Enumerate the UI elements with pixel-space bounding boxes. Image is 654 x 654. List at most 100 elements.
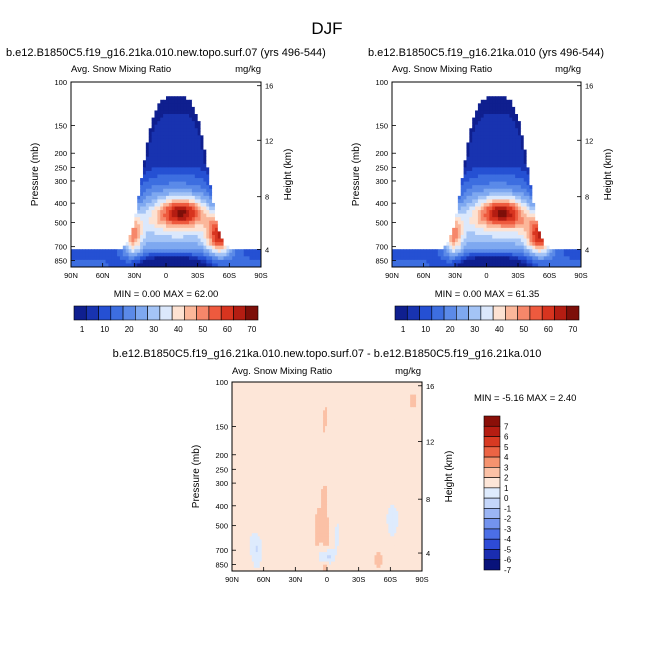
left-cell: [220, 121, 225, 126]
left-cell: [99, 185, 104, 190]
left-cell: [71, 210, 75, 215]
left-cell: [174, 238, 178, 243]
left-cell: [217, 96, 222, 101]
left-cell: [171, 160, 176, 165]
left-cell: [111, 263, 115, 268]
left-cell: [203, 156, 207, 161]
left-cell: [252, 146, 256, 151]
left-cell: [229, 206, 233, 211]
left-cell: [203, 99, 207, 104]
left-cell: [105, 217, 109, 222]
right-cell: [423, 149, 427, 154]
left-cell: [94, 185, 98, 190]
right-cell: [575, 114, 579, 119]
left-cell: [206, 142, 210, 147]
right-cell: [486, 99, 490, 104]
left-cell: [137, 259, 141, 264]
left-cell: [168, 114, 173, 119]
left-cell: [128, 234, 132, 239]
left-cell: [88, 227, 92, 232]
left-cell: [246, 128, 250, 133]
right-cell: [477, 142, 482, 147]
left-cell: [122, 242, 127, 247]
left-cell: [229, 213, 233, 218]
left-cell: [128, 259, 132, 264]
left-cell: [73, 234, 78, 239]
left-cell: [102, 195, 106, 200]
left-cell: [206, 85, 210, 90]
left-cell: [142, 170, 147, 175]
right-cell: [463, 85, 467, 90]
left-cell: [140, 82, 144, 87]
left-cell: [223, 245, 227, 250]
left-cell: [252, 220, 256, 225]
right-cell: [515, 124, 519, 129]
right-cell: [555, 92, 559, 97]
left-cell: [249, 185, 253, 190]
left-cell: [212, 135, 216, 140]
left-cell: [168, 199, 173, 204]
right-cell: [477, 153, 482, 158]
left-cell: [128, 242, 132, 247]
right-cell: [520, 96, 525, 101]
right-cell: [440, 146, 444, 151]
right-cell: [452, 96, 456, 101]
left-cell: [157, 128, 161, 133]
left-cell: [186, 142, 190, 147]
left-cell: [183, 217, 187, 222]
left-cell: [145, 156, 150, 161]
left-cell: [200, 135, 204, 140]
right-cell: [475, 142, 479, 147]
left-cell: [252, 153, 256, 158]
right-cell: [443, 121, 447, 126]
left-cell: [237, 160, 242, 165]
left-cell: [223, 170, 227, 175]
left-cell: [151, 92, 155, 97]
left-cell: [237, 131, 242, 136]
left-cell: [85, 234, 89, 239]
right-cell: [392, 128, 396, 133]
left-cell: [191, 252, 196, 257]
left-cell: [131, 256, 135, 261]
left-cell: [214, 142, 219, 147]
left-cell: [125, 178, 130, 183]
left-cell: [226, 138, 230, 143]
right-cell: [523, 99, 528, 104]
left-cell: [186, 242, 190, 247]
left-cell: [111, 114, 115, 119]
left-cell: [191, 213, 196, 218]
left-cell: [119, 110, 124, 115]
right-cell: [420, 156, 424, 161]
left-cell: [154, 110, 158, 115]
right-cell: [423, 124, 427, 129]
left-cell: [252, 178, 256, 183]
right-cell: [477, 106, 482, 111]
left-stats: MIN = 0.00 MAX = 62.00: [114, 289, 219, 300]
left-cell: [79, 128, 83, 133]
left-cell: [85, 146, 89, 151]
right-cell: [400, 153, 404, 158]
left-cell: [145, 146, 150, 151]
right-cell: [486, 82, 490, 87]
left-cell: [180, 163, 184, 168]
right-cell: [575, 82, 579, 87]
left-cell: [220, 259, 225, 264]
right-cell: [466, 128, 470, 133]
right-cell: [543, 153, 548, 158]
left-cell: [102, 160, 106, 165]
right-cell: [497, 135, 502, 140]
left-cell: [145, 121, 150, 126]
right-cell: [443, 103, 447, 108]
right-cell: [423, 160, 427, 165]
left-cell: [240, 153, 245, 158]
left-cell: [88, 202, 92, 207]
left-cell: [226, 117, 230, 122]
right-cell: [443, 142, 447, 147]
left-cell: [200, 124, 204, 129]
left-cell: [145, 110, 150, 115]
left-cell: [206, 206, 210, 211]
left-cell: [246, 96, 250, 101]
left-cell: [191, 156, 196, 161]
left-cell: [125, 124, 130, 129]
left-cell: [197, 146, 201, 151]
